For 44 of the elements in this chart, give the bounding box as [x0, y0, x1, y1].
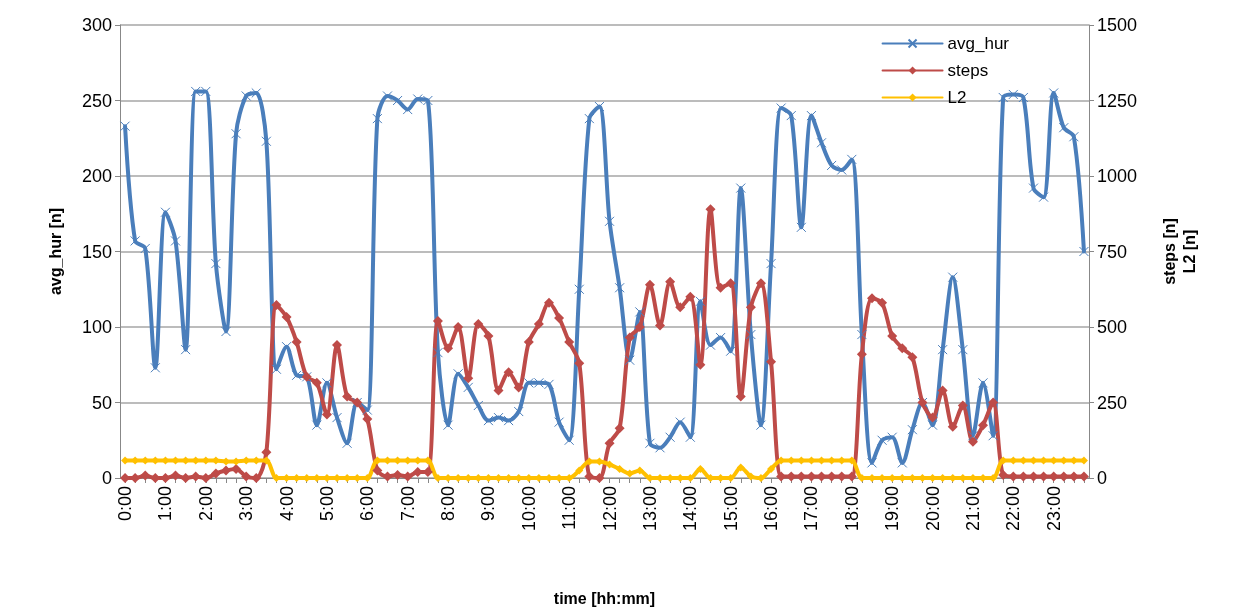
x-tick-label: 2:00	[195, 486, 216, 522]
x-tick-label: 21:00	[962, 486, 983, 532]
y2-tick-label: 500	[1097, 317, 1128, 337]
x-axis-title: time [hh:mm]	[553, 589, 656, 607]
x-tick-label: 17:00	[801, 486, 822, 532]
y-tick-label: 200	[81, 166, 112, 186]
x-tick-label: 0:00	[115, 486, 136, 522]
x-tick-label: 11:00	[559, 486, 580, 530]
x-tick-label: 15:00	[720, 486, 741, 532]
legend-label: steps	[947, 61, 989, 80]
y2-tick-label: 1000	[1097, 166, 1138, 186]
legend-label: avg_hur	[947, 34, 1010, 53]
x-tick-label: 1:00	[155, 486, 176, 522]
x-tick-label: 18:00	[841, 486, 862, 532]
y2-tick-label: 1250	[1097, 90, 1138, 111]
y-tick-label: 300	[81, 15, 112, 35]
x-tick-label: 3:00	[236, 486, 257, 522]
x-tick-label: 23:00	[1043, 486, 1064, 532]
y2-tick-label: 250	[1097, 392, 1128, 413]
x-tick-label: 8:00	[438, 486, 459, 522]
y2-tick-label: 1500	[1097, 15, 1138, 35]
legend-label: L2	[947, 88, 967, 107]
x-tick-label: 7:00	[397, 486, 418, 522]
x-tick-label: 9:00	[478, 486, 499, 522]
x-tick-label: 6:00	[357, 486, 378, 522]
y-tick-label: 50	[91, 392, 112, 413]
y-axis-title: avg_hur [n]	[46, 207, 64, 296]
x-tick-label: 12:00	[599, 486, 620, 532]
x-tick-label: 10:00	[518, 486, 539, 532]
y-tick-label: 250	[81, 90, 112, 111]
x-tick-label: 16:00	[761, 486, 782, 532]
y2-tick-label: 750	[1097, 241, 1128, 262]
y2-axis-title: steps [n] L2 [n]	[1160, 218, 1198, 285]
y2-tick-label: 0	[1097, 468, 1108, 488]
y-tick-label: 150	[81, 241, 112, 262]
x-tick-label: 13:00	[639, 486, 660, 532]
x-tick-label: 4:00	[276, 486, 297, 522]
x-tick-label: 19:00	[882, 486, 903, 532]
y-tick-label: 0	[101, 468, 112, 488]
x-tick-label: 5:00	[316, 486, 337, 522]
x-tick-label: 14:00	[680, 486, 701, 532]
x-tick-label: 22:00	[1003, 486, 1024, 532]
x-tick-label: 20:00	[922, 486, 943, 532]
y-tick-label: 100	[81, 317, 112, 337]
